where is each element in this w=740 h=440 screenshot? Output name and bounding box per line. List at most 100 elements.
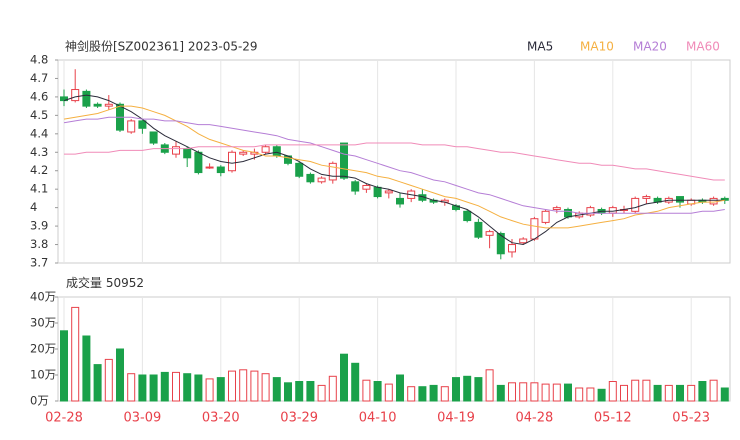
x-tick-label: 04-28 (516, 411, 554, 426)
candle-body (60, 96, 68, 102)
volume-bar (508, 382, 516, 402)
y-tick-label: 4.3 (30, 145, 48, 159)
candle-body (183, 148, 192, 159)
ma-line (63, 116, 725, 214)
volume-bar (250, 370, 259, 402)
volume-bar (82, 335, 91, 402)
volume-bar (261, 373, 270, 402)
candle-body (642, 196, 651, 199)
candle-body (631, 197, 640, 212)
candle-body (127, 120, 136, 133)
volume-bar (272, 377, 281, 402)
y-tick-label: 4.7 (30, 71, 48, 85)
candle-body (530, 218, 539, 240)
volume-bar (183, 373, 192, 402)
volume-bar (653, 384, 662, 402)
candle-body (317, 177, 326, 183)
candle-body (295, 162, 304, 177)
volume-bar (384, 383, 393, 402)
volume-bar (149, 374, 158, 402)
volume-bar (586, 387, 595, 402)
ma-line (63, 105, 725, 229)
candle-body (541, 210, 550, 223)
candle-body (194, 151, 203, 174)
candle-body (463, 210, 472, 222)
legend-entry: MA5 (527, 40, 553, 54)
volume-bar (138, 374, 147, 402)
volume-bar (418, 386, 427, 402)
volume-bar (205, 378, 214, 402)
volume-bar (340, 353, 348, 402)
candle-body (586, 207, 595, 216)
y-tick-label: 3.9 (30, 219, 48, 233)
volume-bar (351, 362, 360, 402)
x-tick-label: 05-23 (672, 411, 710, 426)
volume-bar (552, 383, 561, 402)
legend-entry: MA60 (686, 40, 720, 54)
volume-bar (429, 384, 438, 402)
candle-body (474, 221, 483, 238)
candle-body (228, 151, 236, 172)
volume-bar (239, 369, 248, 402)
candle-body (261, 146, 270, 153)
volume-bar (664, 384, 673, 402)
candle-body (82, 90, 91, 107)
volume-title: 成交量 50952 (66, 275, 144, 290)
y-tick-label: 40万 (30, 290, 56, 304)
volume-bar (496, 384, 505, 402)
volume-bar (116, 348, 124, 402)
volume-bar (373, 381, 382, 402)
candle-body (239, 151, 248, 155)
volume-bar (306, 381, 315, 402)
candle-body (351, 181, 360, 192)
volume-bar (172, 371, 180, 402)
candle-body (328, 162, 337, 181)
volume-bar (474, 377, 483, 402)
x-tick-label: 04-10 (359, 411, 397, 426)
volume-bar (317, 384, 326, 402)
volume-bar (127, 373, 136, 402)
volume-frame (57, 296, 731, 402)
x-tick-label: 02-28 (45, 411, 83, 426)
x-tick-label: 04-19 (437, 411, 475, 426)
volume-latest: 50952 (106, 276, 144, 290)
volume-bar (608, 381, 617, 402)
x-tick-label: 03-09 (124, 411, 162, 426)
volume-bar (104, 358, 113, 402)
volume-bar (396, 374, 404, 402)
candle-body (216, 166, 225, 174)
price-frame (57, 59, 731, 264)
volume-bar (709, 379, 718, 402)
volume-bar (194, 374, 203, 402)
legend-entry: MA10 (580, 40, 614, 54)
y-tick-label: 3.7 (30, 256, 48, 270)
y-tick-label: 20万 (30, 342, 56, 356)
ma-line (64, 142, 725, 181)
candle-body (172, 146, 180, 155)
y-tick-label: 4.4 (30, 126, 48, 140)
volume-bar (597, 388, 606, 402)
x-tick-label: 03-29 (280, 411, 318, 426)
volume-bar (295, 381, 304, 402)
candle-body (564, 208, 572, 218)
volume-bar (71, 306, 80, 402)
volume-bar (485, 369, 494, 402)
y-tick-label: 0万 (30, 394, 49, 408)
candle-body (519, 238, 528, 244)
y-tick-label: 10万 (30, 368, 56, 382)
candle-body (384, 190, 393, 194)
volume-bar (440, 386, 449, 402)
volume-bar (541, 383, 550, 402)
volume-bar (631, 379, 640, 402)
candle-body (205, 166, 214, 169)
candle-body (552, 207, 561, 210)
candle-body (138, 120, 147, 129)
y-tick-label: 4 (30, 200, 37, 214)
volume-bar (720, 387, 729, 402)
x-tick-label: 05-12 (594, 411, 632, 426)
volume-label: 成交量 (66, 275, 102, 290)
x-tick-label: 03-20 (202, 411, 240, 426)
volume-bar (452, 377, 460, 402)
volume-bar (676, 384, 684, 402)
